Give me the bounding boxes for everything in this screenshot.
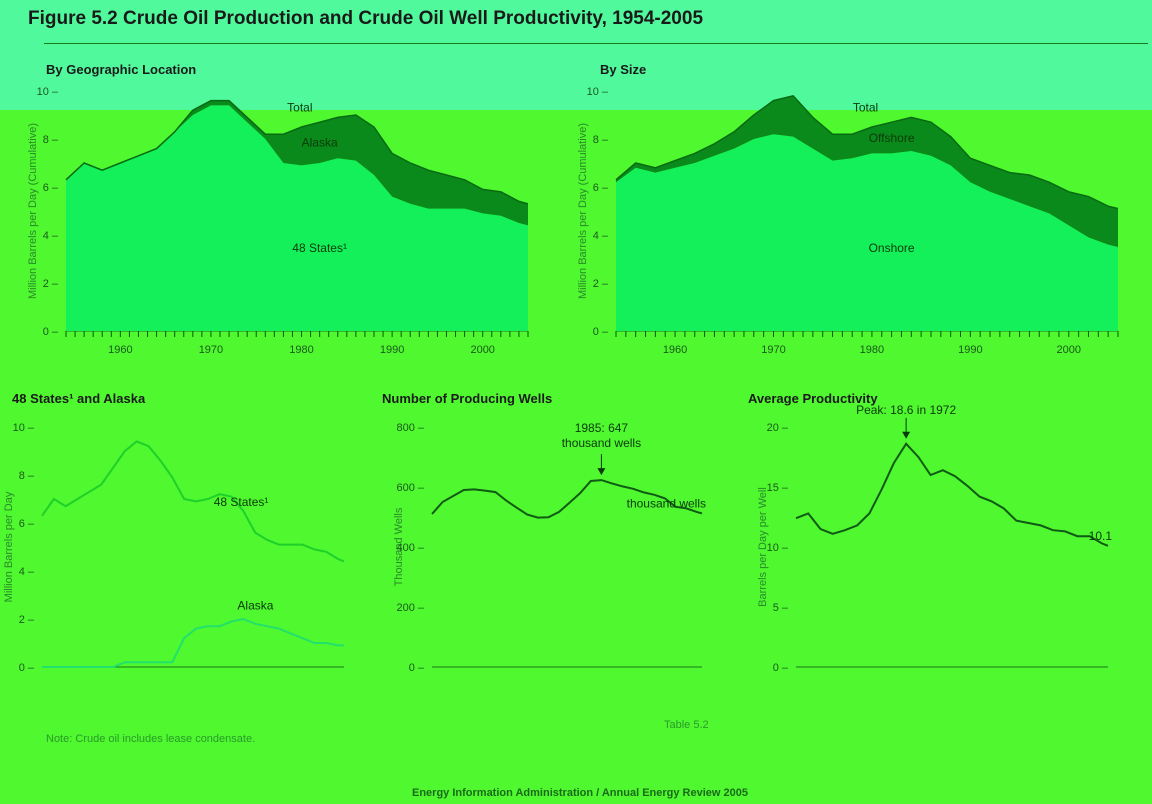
- geo-total-line: [65, 99, 529, 205]
- states-ytick: 0 –: [19, 662, 35, 674]
- productivity-line-productivity: [795, 442, 1109, 547]
- size-ytick: 0 –: [593, 326, 609, 338]
- size-ytick: 2 –: [593, 278, 609, 290]
- size-ylabel: Million Barrels per Day (Cumulative): [577, 123, 589, 299]
- panel-title-size: By Size: [600, 62, 647, 77]
- productivity-ytick: 0 –: [773, 662, 789, 674]
- productivity-ylabel: Barrels per Day per Well: [757, 487, 769, 607]
- geo-ylabel: Million Barrels per Day (Cumulative): [27, 123, 39, 299]
- wells-annotation-line1: 1985: 647: [575, 421, 629, 435]
- geo-label-48-states: 48 States¹: [292, 241, 347, 255]
- productivity-end-label: 10.1: [1089, 529, 1113, 543]
- states-ytick: 2 –: [19, 614, 35, 626]
- wells-ytick: 600 –: [396, 482, 424, 494]
- productivity-annotation: Peak: 18.6 in 1972: [856, 403, 956, 417]
- geo-ytick: 4 –: [43, 230, 59, 242]
- productivity-ytick: 20 –: [767, 422, 789, 434]
- size-label-total: Total: [853, 100, 878, 114]
- panel-title-wells: Number of Producing Wells: [382, 391, 553, 406]
- size-ytick: 6 –: [593, 182, 609, 194]
- productivity-ytick: 5 –: [773, 602, 789, 614]
- chart-wells: Thousand Wells 0 – 200 – 400 – 600 – 800 – 198…: [393, 421, 706, 674]
- size-area-onshore: [616, 134, 1118, 331]
- geo-area-alaska: [66, 100, 528, 226]
- wells-ytick: 0 –: [409, 662, 425, 674]
- panel-title-productivity: Average Productivity: [748, 391, 878, 406]
- geo-ytick: 10 –: [37, 86, 59, 98]
- title-rule: [44, 43, 1148, 44]
- states-line-48-states-: [41, 440, 345, 563]
- figure-title: Figure 5.2 Crude Oil Production and Crud…: [28, 8, 704, 29]
- states-ytick: 8 –: [19, 470, 35, 482]
- geo-area-48-states: [66, 105, 528, 332]
- productivity-ytick: 10 –: [767, 542, 789, 554]
- size-xtick: 1990: [958, 344, 982, 356]
- size-ytick: 8 –: [593, 134, 609, 146]
- geo-xtick: 1970: [199, 344, 223, 356]
- productivity-annotation-arrowhead: [902, 431, 911, 439]
- states-line-alaska: [42, 617, 344, 668]
- header-band: [0, 0, 1152, 110]
- wells-ytick: 200 –: [396, 602, 424, 614]
- productivity-ytick: 15 –: [767, 482, 789, 494]
- wells-line-wells: [431, 479, 703, 519]
- size-ytick: 4 –: [593, 230, 609, 242]
- size-total-line: [615, 94, 1119, 210]
- wells-ytick: 400 –: [396, 542, 424, 554]
- geo-ytick: 2 –: [43, 278, 59, 290]
- size-label-offshore: Offshore: [869, 131, 915, 145]
- wells-annotation-arrowhead: [597, 468, 606, 476]
- states-ytick: 6 –: [19, 518, 35, 530]
- size-ytick: 10 –: [587, 86, 609, 98]
- geo-xtick: 1990: [380, 344, 404, 356]
- size-xtick: 1970: [761, 344, 785, 356]
- geo-label-alaska: Alaska: [302, 136, 338, 150]
- wells-ytick: 800 –: [396, 422, 424, 434]
- geo-label-total: Total: [287, 100, 312, 114]
- geo-xtick: 1980: [289, 344, 313, 356]
- wells-end-label: thousand wells: [627, 496, 706, 510]
- states-ytick: 4 –: [19, 566, 35, 578]
- source-text: Energy Information Administration / Annu…: [412, 787, 748, 799]
- panel-title-geo: By Geographic Location: [46, 62, 197, 77]
- size-xtick: 2000: [1057, 344, 1081, 356]
- table-reference: Table 5.2: [664, 719, 709, 731]
- chart-productivity: Barrels per Day per Well 0 – 5 – 10 – 15 – 20…: [757, 403, 1112, 674]
- size-xtick: 1960: [663, 344, 687, 356]
- size-xtick: 1980: [860, 344, 884, 356]
- chart-states: Million Barrels per Day 0 – 2 – 4 – 6 – 8 – 10…: [3, 422, 345, 674]
- wells-ylabel: Thousand Wells: [393, 507, 405, 586]
- geo-ytick: 8 –: [43, 134, 59, 146]
- chart-size: Million Barrels per Day (Cumulative) 0 – 2…: [577, 86, 1119, 356]
- geo-xtick: 2000: [470, 344, 494, 356]
- size-area-offshore: [616, 95, 1118, 247]
- wells-annotation-line2: thousand wells: [562, 436, 641, 450]
- chart-geo: Million Barrels per Day (Cumulative) 0 – 2…: [27, 86, 529, 356]
- panel-title-states: 48 States¹ and Alaska: [12, 391, 146, 406]
- note-text: Note: Crude oil includes lease condensat…: [46, 733, 256, 745]
- size-label-onshore: Onshore: [869, 241, 915, 255]
- geo-ytick: 6 –: [43, 182, 59, 194]
- states-label-48: 48 States¹: [214, 495, 269, 509]
- states-ytick: 10 –: [13, 422, 35, 434]
- geo-xtick: 1960: [108, 344, 132, 356]
- states-label-alaska: Alaska: [237, 598, 273, 612]
- states-ylabel: Million Barrels per Day: [3, 491, 15, 602]
- geo-ytick: 0 –: [43, 326, 59, 338]
